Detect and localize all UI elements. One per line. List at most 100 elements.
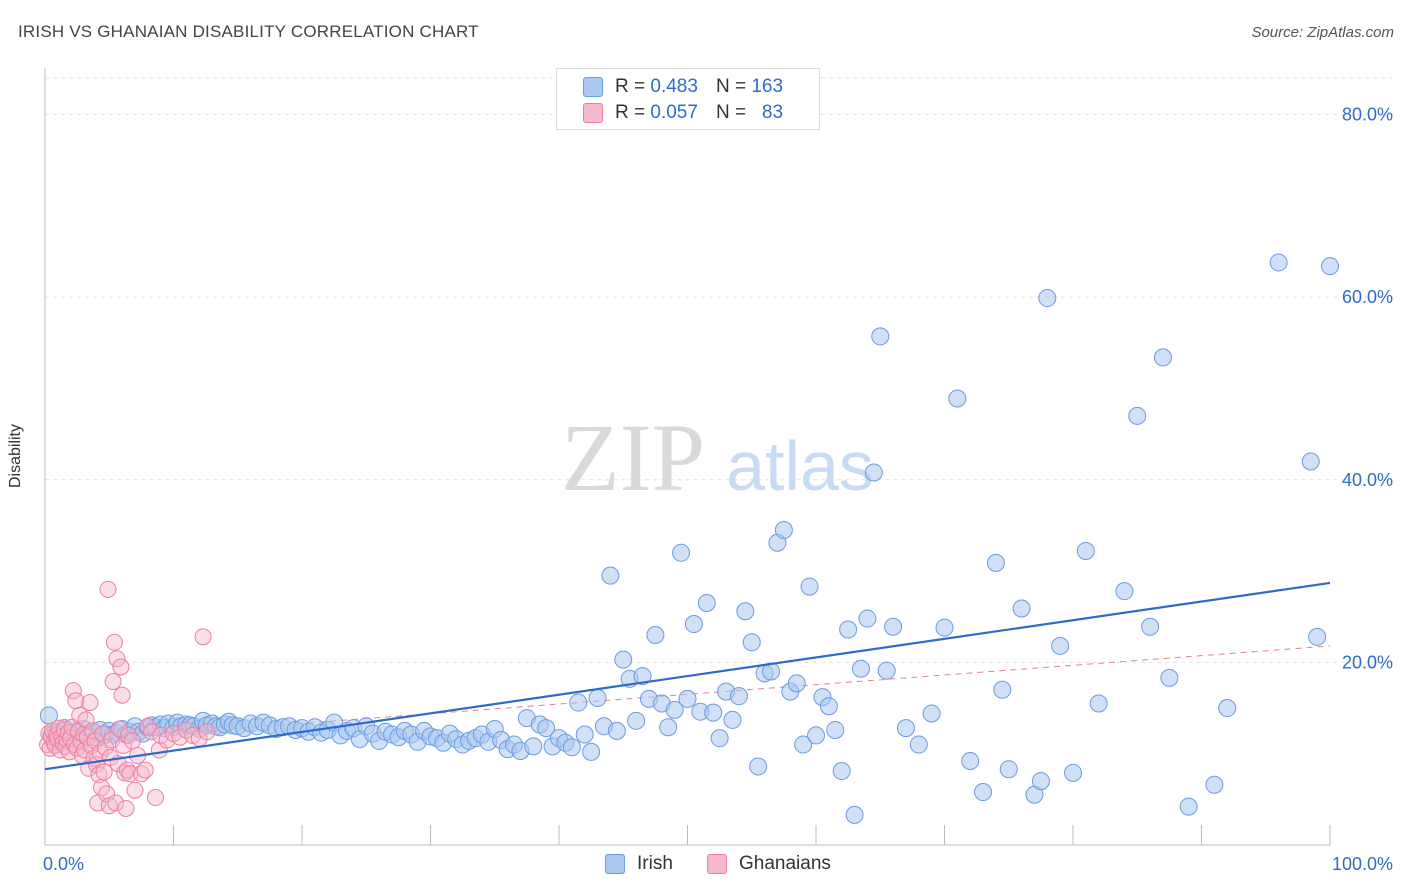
- irish-legend-swatch: [605, 854, 625, 874]
- irish-point: [1012, 599, 1031, 618]
- irish-point: [1301, 452, 1320, 471]
- irish-point: [672, 543, 691, 562]
- irish-point: [1115, 582, 1134, 601]
- irish-point: [948, 389, 967, 408]
- bottom-legend-irish-label: Irish: [637, 853, 673, 874]
- ghanaians-point: [105, 633, 123, 651]
- bottom-legend-irish: Irish: [605, 852, 673, 876]
- legend-row-irish: R = 0.483 N = 163: [583, 75, 783, 99]
- y-tick-label-20: 20.0%: [1342, 652, 1393, 672]
- ghanaians-point: [112, 658, 130, 676]
- irish-point: [871, 327, 890, 346]
- y-tick-label-80: 80.0%: [1342, 105, 1393, 125]
- irish-point: [524, 737, 543, 756]
- ghanaians-point: [99, 580, 117, 598]
- ghanaians-point: [158, 731, 176, 749]
- irish-point: [537, 719, 556, 738]
- irish-point: [993, 680, 1012, 699]
- ghanaians-point: [81, 694, 99, 712]
- irish-point: [909, 735, 928, 754]
- legend-ghana-n-value: 83: [761, 102, 784, 123]
- irish-point: [582, 742, 601, 761]
- legend-irish-n-value: 163: [751, 76, 784, 97]
- irish-point: [1269, 253, 1288, 272]
- irish-point: [601, 566, 620, 585]
- bottom-legend-ghanaians-label: Ghanaians: [739, 853, 831, 874]
- irish-point: [1038, 289, 1057, 308]
- irish-point: [646, 625, 665, 644]
- irish-point: [961, 751, 980, 770]
- y-tick-label-40: 40.0%: [1342, 470, 1393, 490]
- irish-point: [742, 633, 761, 652]
- irish-point: [588, 688, 607, 707]
- chart-title: IRISH VS GHANAIAN DISABILITY CORRELATION…: [18, 22, 479, 41]
- irish-point: [845, 805, 864, 824]
- x-tick-label-0: 0.0%: [43, 854, 84, 874]
- ghanaians-point: [126, 781, 144, 799]
- irish-point: [851, 659, 870, 678]
- irish-point: [1218, 699, 1237, 718]
- irish-point: [710, 729, 729, 748]
- irish-point: [986, 553, 1005, 572]
- irish-point: [1128, 406, 1147, 425]
- y-tick-label-60: 60.0%: [1342, 287, 1393, 307]
- correlation-legend: R = 0.483 N = 163 R = 0.057 N = 83: [556, 68, 820, 130]
- ghanaians-point: [77, 711, 95, 729]
- ghanaians-point: [96, 738, 114, 756]
- irish-point: [1153, 348, 1172, 367]
- irish-point: [1179, 797, 1198, 816]
- ghanaians-point: [143, 723, 161, 741]
- ghanaians-point: [113, 686, 131, 704]
- irish-point: [1205, 775, 1224, 794]
- ghanaians-point: [64, 682, 82, 700]
- ghanaians-point: [108, 650, 126, 668]
- ghanaians-legend-swatch: [707, 854, 727, 874]
- ghanaians-point: [117, 799, 135, 817]
- irish-point: [807, 726, 825, 745]
- watermark-zip: ZIP: [561, 404, 705, 511]
- irish-point: [794, 735, 813, 754]
- irish-point: [819, 697, 838, 716]
- irish-point: [697, 594, 716, 613]
- irish-point: [607, 721, 626, 740]
- legend-ghana-n-label: N =: [715, 102, 747, 123]
- irish-point: [1064, 763, 1082, 782]
- ghanaians-swatch: [583, 103, 603, 123]
- ghanaians-point: [90, 766, 108, 784]
- irish-trend-line: [44, 581, 1331, 771]
- irish-point: [922, 704, 941, 723]
- irish-point: [999, 760, 1018, 779]
- ghanaians-point: [94, 725, 112, 743]
- irish-point: [1051, 636, 1070, 655]
- irish-point: [729, 687, 748, 706]
- irish-point: [884, 617, 903, 636]
- irish-point: [627, 711, 646, 730]
- ghanaians-point: [136, 761, 154, 779]
- irish-point: [723, 710, 742, 729]
- irish-point: [774, 520, 793, 539]
- ghanaians-point: [84, 722, 102, 740]
- irish-point: [877, 661, 896, 680]
- irish-point: [974, 783, 993, 802]
- irish-point: [633, 667, 652, 686]
- irish-point: [665, 700, 684, 719]
- irish-point: [614, 650, 633, 669]
- irish-point: [832, 762, 851, 781]
- irish-point: [1076, 541, 1095, 560]
- ghanaians-point: [67, 692, 85, 710]
- ghanaians-point: [147, 789, 165, 807]
- irish-point: [864, 463, 883, 482]
- irish-point: [1160, 668, 1179, 687]
- bottom-legend-ghanaians: Ghanaians: [707, 852, 831, 876]
- ghanaians-point: [104, 673, 122, 691]
- ghanaians-point: [116, 764, 134, 782]
- irish-point: [1089, 694, 1108, 713]
- irish-point: [800, 577, 819, 596]
- watermark-atlas: atlas: [726, 427, 874, 505]
- legend-irish-r-label: R =: [615, 76, 646, 97]
- irish-point: [787, 674, 806, 693]
- irish-point: [1308, 627, 1327, 646]
- ghanaians-point: [194, 628, 212, 646]
- x-tick-label-100: 100.0%: [1332, 854, 1393, 874]
- ghanaians-point: [107, 794, 125, 812]
